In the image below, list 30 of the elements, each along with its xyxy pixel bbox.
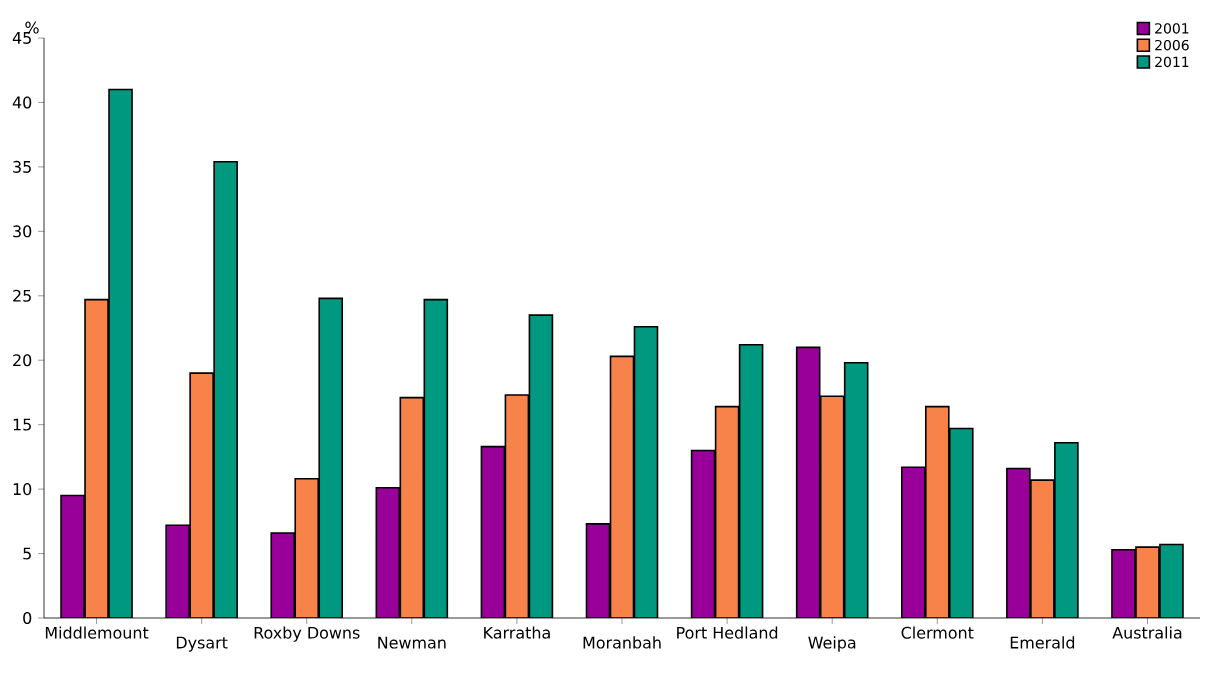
- bar: [900, 466, 926, 618]
- bar: [819, 395, 845, 618]
- bar: [84, 298, 109, 618]
- bar: [1054, 441, 1079, 618]
- bar: [843, 362, 869, 618]
- bar: [609, 355, 635, 618]
- bar: [633, 325, 659, 618]
- bar: [60, 494, 85, 618]
- bar: [714, 405, 740, 618]
- bar: [108, 88, 133, 618]
- bar: [738, 343, 764, 618]
- bar: [375, 487, 401, 618]
- bar: [585, 523, 611, 618]
- bar: [1006, 467, 1031, 618]
- bar: [213, 160, 238, 618]
- bar: [948, 427, 974, 618]
- bar: [165, 524, 190, 618]
- bar: [528, 314, 554, 618]
- bar: [504, 394, 530, 618]
- bar: [690, 449, 716, 618]
- bar: [1111, 548, 1136, 618]
- bar: [318, 297, 344, 618]
- bar: [399, 396, 425, 618]
- bar: [795, 346, 821, 618]
- bar: [294, 478, 320, 618]
- bar: [924, 405, 950, 618]
- bar: [423, 298, 449, 618]
- bar: [189, 372, 214, 618]
- bar: [1030, 479, 1055, 618]
- bar: [480, 445, 506, 618]
